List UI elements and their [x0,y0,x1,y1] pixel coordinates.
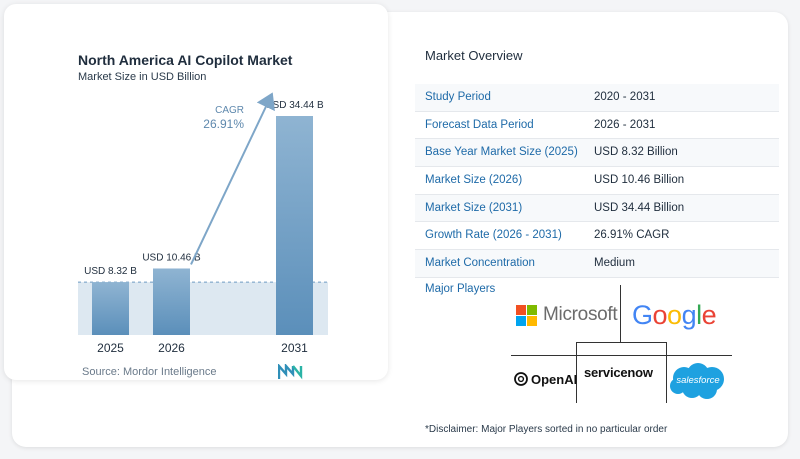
bar-value-label: USD 8.32 B [84,266,137,277]
overview-row-value: USD 10.46 Billion [594,174,685,187]
cagr-arrow [190,92,275,265]
bar-value-label: USD 34.44 B [265,100,324,111]
players-divider [511,355,732,356]
disclaimer: *Disclaimer: Major Players sorted in no … [425,424,668,435]
cagr-value: 26.91% [203,117,244,131]
mordor-logo-icon [278,364,303,380]
players-divider [620,285,621,342]
overview-row-value: USD 8.32 Billion [594,146,678,159]
overview-row-value: Medium [594,257,635,270]
cagr-label: CAGR [215,105,244,116]
overview-row-value: 2020 - 2031 [594,91,656,103]
bar-2025 [92,282,129,335]
chart-subtitle: Market Size in USD Billion [78,71,207,83]
major-players-label: Major Players [425,283,496,295]
overview-row-label: Growth Rate (2026 - 2031) [425,229,562,242]
overview-row: Market Size (2031) USD 34.44 Billion [415,194,779,223]
overview-row-label: Study Period [425,91,491,103]
bar-2031 [276,116,313,335]
overview-row-label: Base Year Market Size (2025) [425,146,578,159]
salesforce-cloud-icon [670,363,724,399]
source-note: Source: Mordor Intelligence [82,366,217,378]
overview-row: Study Period 2020 - 2031 [415,84,779,112]
overview-row-label: Forecast Data Period [425,118,534,131]
overview-row-label: Market Size (2026) [425,174,523,187]
overview-row: Base Year Market Size (2025) USD 8.32 Bi… [415,139,779,168]
x-tick-label: 2026 [158,341,185,355]
salesforce-wordmark: salesforce [676,375,720,386]
overview-row: Market Concentration Medium [415,250,779,278]
x-tick-label: 2031 [281,341,308,355]
players-divider [666,342,667,403]
overview-row-value: 2026 - 2031 [594,118,656,131]
source-name: Mordor Intelligence [122,366,217,378]
chart-title: North America AI Copilot Market [78,52,293,68]
overview-row-label: Market Size (2031) [425,201,523,214]
openai-logo-icon [514,372,528,386]
overview-table: Study Period 2020 - 2031 Forecast Data P… [415,84,779,278]
bar-value-label: USD 10.46 B [142,252,201,263]
x-tick-label: 2025 [97,341,124,355]
microsoft-wordmark: Microsoft [543,304,618,325]
openai-wordmark: OpenAI [531,372,578,387]
overview-title: Market Overview [425,48,523,63]
overview-row: Growth Rate (2026 - 2031) 26.91% CAGR [415,222,779,251]
overview-row-label: Market Concentration [425,257,535,270]
overview-row: Forecast Data Period 2026 - 2031 [415,112,779,140]
source-label: Source: [82,366,120,378]
overview-row-value: USD 34.44 Billion [594,201,685,214]
bar-chart: USD 8.32 B 2025 USD 10.46 B 2026 USD 34.44 B… [78,92,328,355]
bar-2026 [153,268,190,335]
overview-row: Market Size (2026) USD 10.46 Billion [415,167,779,195]
players-divider [576,342,577,403]
overview-row-value: 26.91% CAGR [594,229,670,242]
servicenow-wordmark: servicenow [584,365,653,380]
players-divider [576,342,666,343]
microsoft-logo-icon [516,305,537,326]
google-wordmark: Google [632,300,717,330]
